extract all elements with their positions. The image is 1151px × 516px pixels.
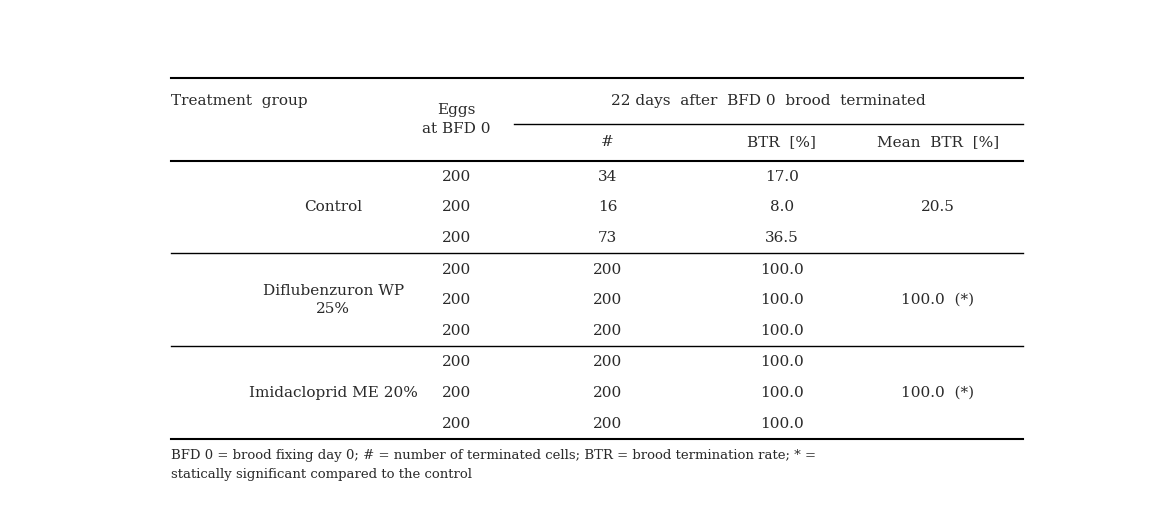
Text: BTR  [%]: BTR [%]: [747, 135, 816, 149]
Text: 17.0: 17.0: [764, 170, 799, 184]
Text: 200: 200: [442, 293, 471, 307]
Text: 200: 200: [593, 417, 623, 431]
Text: BFD 0 = brood fixing day 0; # = number of terminated cells; BTR = brood terminat: BFD 0 = brood fixing day 0; # = number o…: [170, 449, 816, 481]
Text: 16: 16: [599, 200, 617, 214]
Text: 200: 200: [442, 170, 471, 184]
Text: 100.0: 100.0: [760, 293, 803, 307]
Text: Control: Control: [304, 200, 363, 214]
Text: 200: 200: [442, 324, 471, 337]
Text: Eggs
at BFD 0: Eggs at BFD 0: [421, 103, 490, 136]
Text: Mean  BTR  [%]: Mean BTR [%]: [877, 135, 999, 149]
Text: 200: 200: [442, 231, 471, 245]
Text: 8.0: 8.0: [770, 200, 794, 214]
Text: 36.5: 36.5: [764, 231, 799, 245]
Text: 20.5: 20.5: [921, 200, 954, 214]
Text: 73: 73: [599, 231, 617, 245]
Text: 100.0: 100.0: [760, 263, 803, 277]
Text: 22 days  after  BFD 0  brood  terminated: 22 days after BFD 0 brood terminated: [611, 94, 925, 108]
Text: 200: 200: [593, 386, 623, 400]
Text: #: #: [601, 135, 615, 149]
Text: 200: 200: [442, 263, 471, 277]
Text: 200: 200: [593, 356, 623, 369]
Text: 100.0: 100.0: [760, 417, 803, 431]
Text: Diflubenzuron WP
25%: Diflubenzuron WP 25%: [262, 284, 404, 316]
Text: 200: 200: [442, 386, 471, 400]
Text: 100.0  (*): 100.0 (*): [901, 386, 975, 400]
Text: 100.0  (*): 100.0 (*): [901, 293, 975, 307]
Text: 200: 200: [593, 293, 623, 307]
Text: 100.0: 100.0: [760, 386, 803, 400]
Text: 100.0: 100.0: [760, 324, 803, 337]
Text: 34: 34: [599, 170, 617, 184]
Text: Treatment  group: Treatment group: [170, 94, 307, 108]
Text: Imidacloprid ME 20%: Imidacloprid ME 20%: [249, 386, 418, 400]
Text: 200: 200: [442, 417, 471, 431]
Text: 100.0: 100.0: [760, 356, 803, 369]
Text: 200: 200: [593, 324, 623, 337]
Text: 200: 200: [442, 200, 471, 214]
Text: 200: 200: [593, 263, 623, 277]
Text: 200: 200: [442, 356, 471, 369]
